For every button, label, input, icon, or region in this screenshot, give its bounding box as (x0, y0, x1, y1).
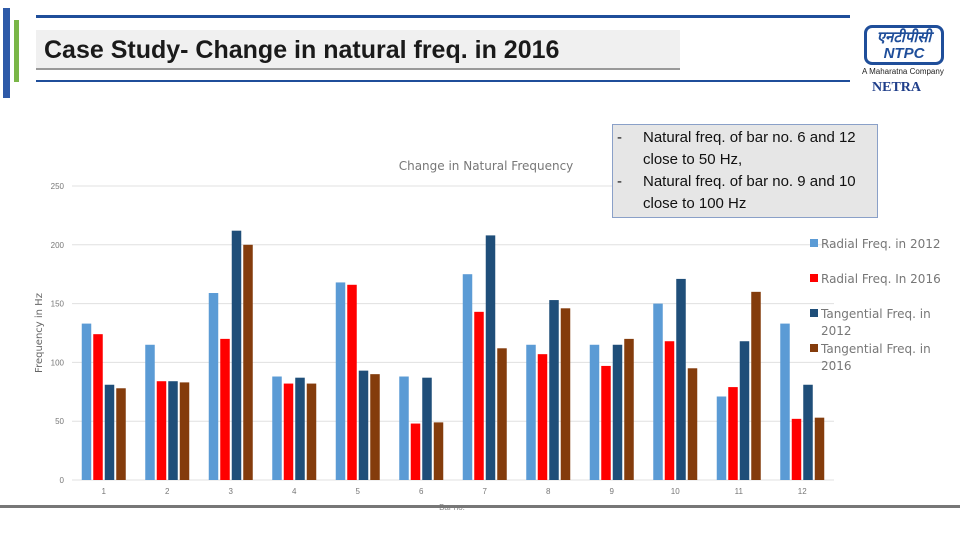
legend-swatch (810, 309, 818, 317)
bar (803, 384, 813, 480)
y-tick-label: 250 (51, 182, 65, 191)
bar (780, 323, 790, 480)
y-tick-label: 200 (51, 241, 65, 250)
bar (537, 354, 548, 480)
legend-label: Tangential Freq. in (820, 342, 931, 356)
x-tick-label: 11 (735, 487, 744, 496)
y-tick-label: 100 (51, 358, 65, 367)
legend-swatch (810, 344, 818, 352)
x-tick-label: 3 (229, 487, 234, 496)
bar (653, 303, 663, 480)
bar (104, 384, 115, 480)
ntpc-logo: एनटीपीसी NTPC (864, 25, 944, 65)
logo-tagline: A Maharatna Company (862, 67, 944, 76)
bar (526, 344, 536, 480)
bar (751, 291, 761, 480)
accent-bar-green (14, 20, 19, 82)
bar (168, 381, 178, 480)
bar (145, 344, 155, 480)
bar (358, 370, 369, 480)
bar (433, 422, 444, 480)
bar (81, 323, 92, 480)
x-tick-label: 12 (798, 487, 807, 496)
bar (93, 334, 103, 480)
bar (676, 278, 686, 480)
footer-rule (0, 505, 960, 508)
bar (497, 348, 507, 480)
bar (370, 374, 380, 480)
bar (399, 376, 409, 480)
bar (601, 365, 611, 480)
x-tick-label: 5 (356, 487, 361, 496)
bar (612, 344, 623, 480)
legend-swatch (810, 239, 818, 247)
accent-bar-blue (3, 8, 10, 98)
legend-swatch (810, 274, 818, 282)
bar (716, 396, 727, 480)
x-tick-label: 10 (671, 487, 680, 496)
bar (335, 282, 346, 480)
chart-title: Change in Natural Frequency (399, 159, 574, 173)
y-tick-label: 0 (60, 476, 65, 485)
x-tick-label: 7 (483, 487, 488, 496)
legend-label: Radial Freq. In 2016 (821, 272, 941, 286)
bar (739, 341, 750, 480)
bar (220, 338, 230, 480)
bar (116, 388, 126, 480)
brand-netra: NETRA (872, 80, 922, 95)
legend-label: 2016 (821, 359, 852, 373)
bar (422, 377, 432, 480)
y-tick-label: 50 (55, 417, 64, 426)
x-tick-label: 6 (419, 487, 424, 496)
bar (208, 293, 219, 480)
bar (410, 423, 421, 480)
note-text: Natural freq. of bar no. 9 and 10 close … (643, 173, 856, 212)
y-axis-label: Frequency in Hz (34, 293, 45, 373)
bar (243, 244, 253, 480)
bar (306, 383, 317, 480)
y-tick-label: 150 (51, 300, 65, 309)
x-tick-label: 2 (165, 487, 170, 496)
bar (624, 338, 634, 480)
x-tick-label: 1 (102, 487, 107, 496)
bar (231, 230, 242, 480)
bar (474, 311, 484, 480)
x-tick-label: 9 (610, 487, 615, 496)
bar (156, 381, 167, 480)
note-item: - Natural freq. of bar no. 6 and 12 close… (617, 127, 873, 171)
bar (814, 417, 825, 480)
bar (295, 377, 305, 480)
bar (283, 383, 294, 480)
legend-label: Radial Freq. in 2012 (821, 237, 941, 251)
legend-label: Tangential Freq. in (820, 307, 931, 321)
bar (347, 284, 357, 480)
bar (664, 341, 675, 480)
bar (179, 382, 190, 480)
legend-label: 2012 (821, 324, 852, 338)
x-tick-label: 4 (292, 487, 297, 496)
bar (462, 274, 473, 480)
bar (272, 376, 282, 480)
bar (589, 344, 600, 480)
header-rule-top (36, 15, 850, 18)
note-text: Natural freq. of bar no. 6 and 12 close … (643, 129, 856, 168)
bar (728, 387, 738, 480)
bar (687, 368, 698, 480)
note-item: - Natural freq. of bar no. 9 and 10 close… (617, 171, 873, 215)
x-tick-label: 8 (546, 487, 551, 496)
bar (791, 418, 802, 480)
bar (549, 300, 559, 480)
bar (485, 235, 496, 480)
bar (560, 308, 571, 480)
slide-title: Case Study- Change in natural freq. in 2… (36, 30, 680, 70)
header-rule-bottom (36, 80, 850, 82)
note-box: - Natural freq. of bar no. 6 and 12 close… (612, 124, 878, 218)
